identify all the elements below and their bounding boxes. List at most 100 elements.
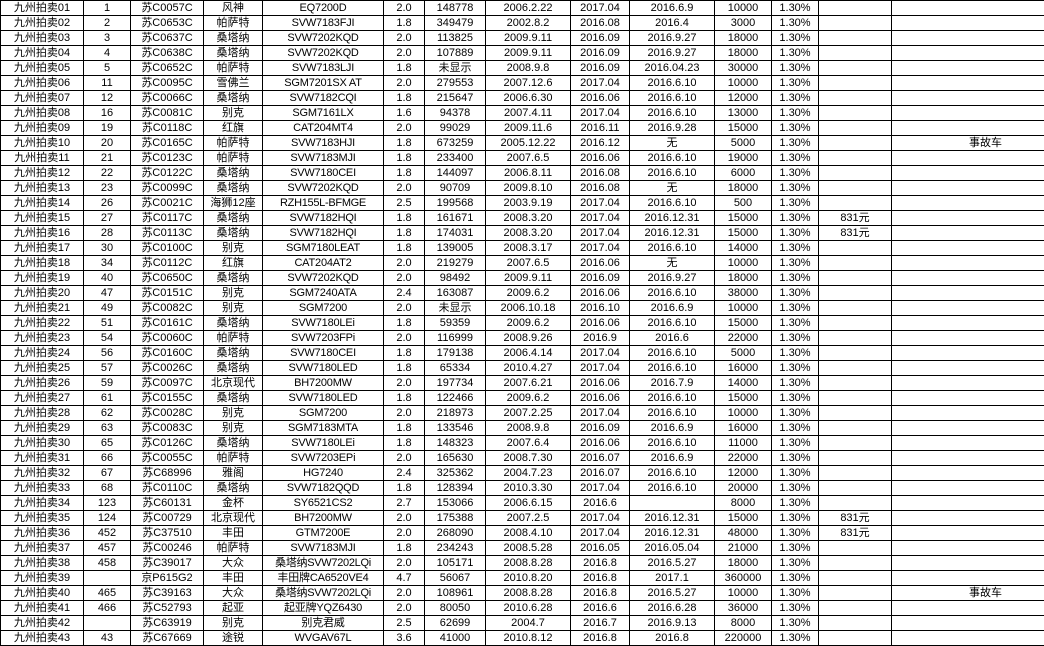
cell-inspection-date[interactable]: 2016.6.10 (630, 481, 715, 496)
cell-commission-rate[interactable]: 1.30% (772, 211, 819, 226)
cell-mileage[interactable]: 175388 (425, 511, 486, 526)
cell-remark[interactable] (892, 151, 1044, 166)
cell-remark[interactable] (892, 601, 1044, 616)
cell-starting-price[interactable]: 6000 (715, 166, 772, 181)
cell-lot-number[interactable]: 九州拍卖21 (1, 301, 84, 316)
cell-starting-price[interactable]: 18000 (715, 46, 772, 61)
cell-license-plate[interactable]: 苏C0026C (131, 361, 204, 376)
cell-vehicle-model[interactable]: SGM7161LX (263, 106, 384, 121)
cell-extra-fee[interactable] (819, 346, 892, 361)
cell-starting-price[interactable]: 30000 (715, 61, 772, 76)
cell-mileage[interactable]: 163087 (425, 286, 486, 301)
cell-vehicle-model[interactable]: GTM7200E (263, 526, 384, 541)
cell-sequence-number[interactable]: 47 (84, 286, 131, 301)
cell-registration-date[interactable]: 2008.9.8 (486, 421, 571, 436)
cell-starting-price[interactable]: 15000 (715, 121, 772, 136)
cell-vehicle-brand[interactable]: 红旗 (204, 121, 263, 136)
cell-starting-price[interactable]: 15000 (715, 211, 772, 226)
cell-starting-price[interactable]: 20000 (715, 481, 772, 496)
cell-license-plate[interactable]: 苏C68996 (131, 466, 204, 481)
cell-mileage[interactable]: 148323 (425, 436, 486, 451)
cell-remark[interactable] (892, 511, 1044, 526)
cell-registration-date[interactable]: 2008.5.28 (486, 541, 571, 556)
cell-engine-displacement[interactable]: 1.8 (384, 481, 425, 496)
cell-license-plate[interactable]: 苏C52793 (131, 601, 204, 616)
cell-insurance-expiry[interactable]: 2016.09 (571, 31, 630, 46)
cell-vehicle-model[interactable]: SVW7182QQD (263, 481, 384, 496)
cell-lot-number[interactable]: 九州拍卖26 (1, 376, 84, 391)
cell-inspection-date[interactable]: 2016.6.10 (630, 241, 715, 256)
cell-mileage[interactable]: 128394 (425, 481, 486, 496)
cell-insurance-expiry[interactable]: 2016.05 (571, 541, 630, 556)
cell-insurance-expiry[interactable]: 2016.08 (571, 181, 630, 196)
cell-vehicle-brand[interactable]: 别克 (204, 241, 263, 256)
cell-engine-displacement[interactable]: 2.0 (384, 526, 425, 541)
cell-vehicle-model[interactable]: EQ7200D (263, 1, 384, 16)
cell-remark[interactable] (892, 331, 1044, 346)
cell-sequence-number[interactable]: 12 (84, 91, 131, 106)
cell-insurance-expiry[interactable]: 2016.8 (571, 586, 630, 601)
cell-lot-number[interactable]: 九州拍卖33 (1, 481, 84, 496)
cell-extra-fee[interactable] (819, 391, 892, 406)
cell-lot-number[interactable]: 九州拍卖13 (1, 181, 84, 196)
cell-remark[interactable] (892, 286, 1044, 301)
cell-sequence-number[interactable]: 23 (84, 181, 131, 196)
cell-mileage[interactable]: 41000 (425, 631, 486, 646)
cell-registration-date[interactable]: 2006.8.11 (486, 166, 571, 181)
cell-inspection-date[interactable]: 2016.6.10 (630, 346, 715, 361)
cell-lot-number[interactable]: 九州拍卖38 (1, 556, 84, 571)
cell-remark[interactable] (892, 541, 1044, 556)
cell-vehicle-brand[interactable]: 桑塔纳 (204, 271, 263, 286)
cell-commission-rate[interactable]: 1.30% (772, 46, 819, 61)
cell-license-plate[interactable]: 苏C0021C (131, 196, 204, 211)
cell-extra-fee[interactable] (819, 301, 892, 316)
cell-vehicle-brand[interactable]: 别克 (204, 286, 263, 301)
cell-inspection-date[interactable]: 2016.6.10 (630, 361, 715, 376)
cell-sequence-number[interactable]: 62 (84, 406, 131, 421)
cell-insurance-expiry[interactable]: 2017.04 (571, 106, 630, 121)
cell-vehicle-brand[interactable]: 北京现代 (204, 511, 263, 526)
cell-lot-number[interactable]: 九州拍卖24 (1, 346, 84, 361)
cell-vehicle-brand[interactable]: 帕萨特 (204, 61, 263, 76)
cell-vehicle-brand[interactable]: 丰田 (204, 526, 263, 541)
cell-vehicle-brand[interactable]: 途锐 (204, 631, 263, 646)
cell-vehicle-model[interactable]: SGM7183MTA (263, 421, 384, 436)
cell-insurance-expiry[interactable]: 2016.06 (571, 436, 630, 451)
cell-engine-displacement[interactable]: 2.0 (384, 376, 425, 391)
cell-lot-number[interactable]: 九州拍卖04 (1, 46, 84, 61)
cell-lot-number[interactable]: 九州拍卖22 (1, 316, 84, 331)
cell-extra-fee[interactable] (819, 76, 892, 91)
cell-sequence-number[interactable]: 27 (84, 211, 131, 226)
cell-lot-number[interactable]: 九州拍卖14 (1, 196, 84, 211)
cell-registration-date[interactable]: 2009.6.2 (486, 391, 571, 406)
cell-vehicle-model[interactable]: SVW7202KQD (263, 181, 384, 196)
cell-inspection-date[interactable]: 2016.5.27 (630, 556, 715, 571)
cell-starting-price[interactable]: 5000 (715, 346, 772, 361)
cell-lot-number[interactable]: 九州拍卖37 (1, 541, 84, 556)
cell-insurance-expiry[interactable]: 2016.12 (571, 136, 630, 151)
cell-vehicle-model[interactable]: 桑塔纳SVW7202LQi (263, 556, 384, 571)
cell-lot-number[interactable]: 九州拍卖41 (1, 601, 84, 616)
cell-vehicle-model[interactable]: SVW7203EPi (263, 451, 384, 466)
cell-vehicle-brand[interactable]: 雅阁 (204, 466, 263, 481)
cell-commission-rate[interactable]: 1.30% (772, 361, 819, 376)
cell-lot-number[interactable]: 九州拍卖42 (1, 616, 84, 631)
cell-sequence-number[interactable]: 20 (84, 136, 131, 151)
cell-commission-rate[interactable]: 1.30% (772, 511, 819, 526)
cell-starting-price[interactable]: 220000 (715, 631, 772, 646)
cell-engine-displacement[interactable]: 2.4 (384, 286, 425, 301)
cell-lot-number[interactable]: 九州拍卖32 (1, 466, 84, 481)
cell-extra-fee[interactable] (819, 376, 892, 391)
cell-inspection-date[interactable]: 2016.6.10 (630, 466, 715, 481)
cell-vehicle-model[interactable]: SVW7203FPi (263, 331, 384, 346)
cell-commission-rate[interactable]: 1.30% (772, 271, 819, 286)
cell-mileage[interactable]: 108961 (425, 586, 486, 601)
cell-vehicle-model[interactable]: SVW7182HQI (263, 211, 384, 226)
cell-starting-price[interactable]: 18000 (715, 556, 772, 571)
